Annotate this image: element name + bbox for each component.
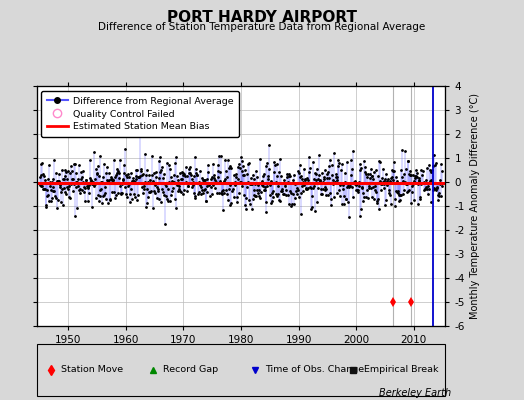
Text: Station Move: Station Move	[61, 366, 123, 374]
Text: Difference of Station Temperature Data from Regional Average: Difference of Station Temperature Data f…	[99, 22, 425, 32]
Legend: Difference from Regional Average, Quality Control Failed, Estimated Station Mean: Difference from Regional Average, Qualit…	[41, 91, 239, 137]
Text: PORT HARDY AIRPORT: PORT HARDY AIRPORT	[167, 10, 357, 25]
Text: Berkeley Earth: Berkeley Earth	[378, 388, 451, 398]
Y-axis label: Monthly Temperature Anomaly Difference (°C): Monthly Temperature Anomaly Difference (…	[471, 93, 481, 319]
Text: Empirical Break: Empirical Break	[364, 366, 438, 374]
Text: Time of Obs. Change: Time of Obs. Change	[266, 366, 365, 374]
Text: Record Gap: Record Gap	[163, 366, 219, 374]
